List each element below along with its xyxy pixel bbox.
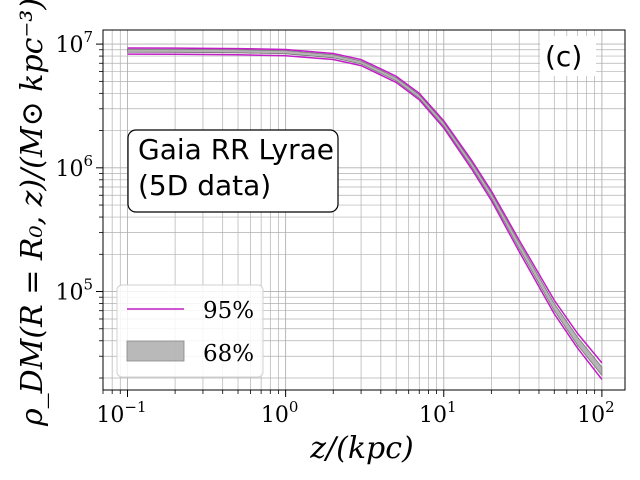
annotation-line-1: Gaia RR Lyrae — [138, 133, 334, 166]
band-68 — [127, 48, 603, 377]
band-68-area — [127, 48, 603, 377]
panel-label: (c) — [545, 40, 582, 73]
plot-frame — [102, 29, 626, 391]
legend: 95% 68% — [116, 284, 264, 378]
line-95-upper — [127, 47, 603, 364]
y-tick-label: 105 — [55, 276, 93, 306]
annotation-line-2: (5D data) — [138, 169, 271, 202]
y-tick-label: 106 — [55, 152, 93, 182]
y-tick-label: 107 — [55, 28, 93, 58]
legend-label-68: 68% — [203, 341, 254, 367]
annotation-frame — [127, 129, 339, 213]
panel-label-bg — [540, 36, 596, 76]
annotation-box: Gaia RR Lyrae (5D data) — [127, 129, 339, 213]
y-axis-title: ρ_DM(R = R₀, z)/(M⊙ kpc⁻³) — [15, 0, 50, 427]
x-axis-title: z/(kpc) — [309, 431, 414, 466]
line-95-lower — [127, 53, 603, 380]
legend-label-95: 95% — [203, 298, 254, 324]
legend-swatch-68 — [126, 340, 185, 362]
lines-95 — [127, 47, 603, 380]
